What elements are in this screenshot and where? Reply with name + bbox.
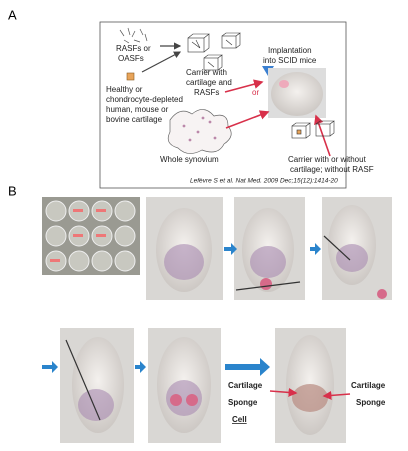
photo-label: Cartilage [351,381,386,390]
text: chondrocyte-depleted [106,95,183,104]
synovium-icon [182,116,217,142]
photo-label: Sponge [228,398,258,407]
text: human, mouse or [106,105,169,114]
text: Whole synovium [160,155,219,164]
arrow [322,390,351,400]
text: bovine cartilage [106,115,163,124]
arrow [269,387,298,397]
arrow [225,110,270,129]
citation: Lefèvre S et al. Nat Med. 2009 Dec;15(12… [190,178,338,185]
mouse-photo [146,197,392,300]
plate-photo [50,209,106,262]
mouse-photo [271,72,323,116]
cells-icon [119,27,148,44]
photo-label: Cartilage [228,381,263,390]
cartilage-icon [126,72,135,81]
photo-label: Cell [232,415,247,424]
text: OASFs [118,54,144,63]
text: or [252,88,259,97]
mouse-photo [60,328,346,443]
photo-label: Sponge [356,398,386,407]
carrier-icons [291,120,335,139]
synovium-icon [167,109,232,154]
arrow [141,51,182,73]
text: RASFs [194,88,219,97]
carrier-icons [187,32,241,71]
panel-label: A [8,7,17,22]
text: Carrier with [186,68,227,77]
arrow [224,79,264,93]
text: RASFs or [116,44,151,53]
text: cartilage and [186,78,232,87]
text: Healthy or [106,85,143,94]
text: into SCID mice [263,56,317,65]
text: Carrier with or without [288,155,367,164]
text: cartilage; without RASF [290,165,374,174]
text: Implantation [268,46,312,55]
arrow [42,243,321,376]
panel-label: B [8,183,17,198]
mouse-photo [279,80,289,88]
